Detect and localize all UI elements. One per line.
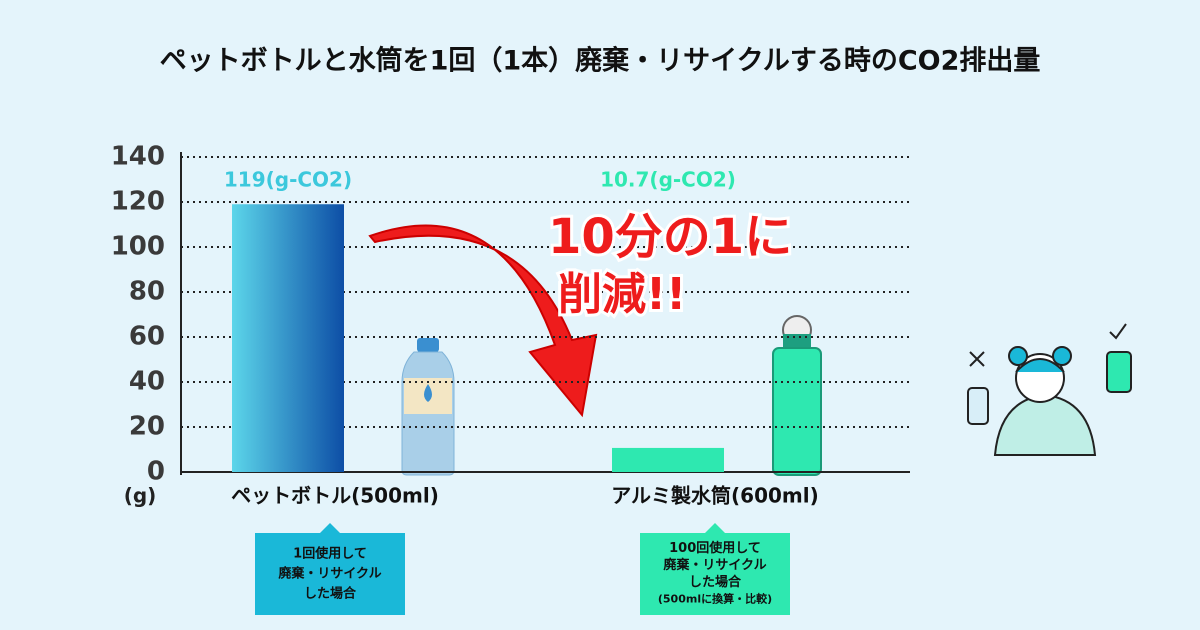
note-text: した場合 bbox=[689, 574, 742, 590]
y-tick-label: 80 bbox=[129, 277, 165, 307]
person-illustration bbox=[967, 323, 1132, 456]
value-label: 119(g-CO2) bbox=[224, 168, 352, 192]
value-label: 10.7(g-CO2) bbox=[600, 168, 736, 192]
arrow bbox=[368, 224, 598, 418]
pet-bottle-icon bbox=[401, 338, 455, 476]
y-tick-label: 100 bbox=[111, 232, 165, 262]
note-text: 100回使用して bbox=[669, 540, 761, 556]
y-tick-label: 0 bbox=[147, 457, 165, 487]
note-text: 廃棄・リサイクル bbox=[277, 566, 381, 582]
annotation: 削減!! bbox=[558, 269, 686, 320]
thermos-icon bbox=[772, 315, 822, 476]
bar bbox=[612, 447, 724, 472]
y-tick-label: 40 bbox=[129, 367, 165, 397]
y-tick-label: 140 bbox=[111, 142, 165, 172]
y-tick-label: 120 bbox=[111, 187, 165, 217]
y-tick-label: 60 bbox=[129, 322, 165, 352]
note-box bbox=[255, 523, 405, 615]
y-axis-label: (g) bbox=[124, 484, 157, 508]
note-text: 1回使用して bbox=[293, 546, 367, 562]
x-tick-label: アルミ製水筒(600ml) bbox=[611, 484, 819, 508]
x-tick-label: ペットボトル(500ml) bbox=[231, 484, 439, 508]
y-tick-label: 20 bbox=[129, 412, 165, 442]
chart-title: ペットボトルと水筒を1回（1本）廃棄・リサイクルする時のCO2排出量 bbox=[160, 45, 1041, 77]
note-text: 廃棄・リサイクル bbox=[662, 557, 766, 573]
note-box bbox=[640, 523, 790, 615]
annotation: 10分の1に bbox=[548, 209, 792, 265]
note-text: (500mlに換算・比較) bbox=[658, 592, 772, 606]
note-text: した場合 bbox=[304, 586, 357, 602]
bar bbox=[232, 204, 344, 472]
